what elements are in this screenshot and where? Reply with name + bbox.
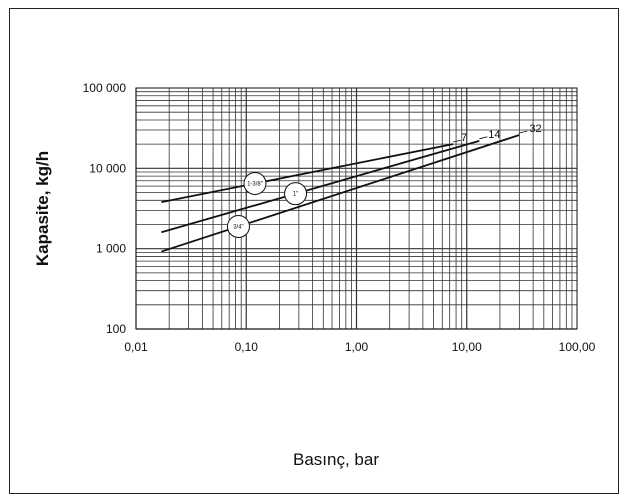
- y-axis-title: Kapasite, kg/h: [33, 151, 52, 266]
- series-leader: [479, 136, 488, 140]
- pipe-size-bubble: [226, 214, 250, 238]
- series-leader: [452, 139, 462, 143]
- y-tick-label: 1 000: [96, 242, 126, 256]
- chart: 0,01 0,10 1,00 10,00 100,00 100 1 000 10 000 100…: [33, 81, 596, 469]
- y-tick-label: 10 000: [89, 161, 126, 175]
- x-tick-label: 100,00: [559, 340, 596, 354]
- series-label: 32: [529, 123, 541, 135]
- x-tick-label: 1,00: [345, 340, 369, 354]
- pipe-size-label: 1": [293, 192, 298, 198]
- series-label: 14: [488, 129, 500, 141]
- series-line: [161, 134, 520, 253]
- tick-labels: 0,01 0,10 1,00 10,00 100,00 100 1 000 10 000 100…: [83, 81, 596, 354]
- series-label: 7: [461, 132, 467, 144]
- series: 7 1-3/8" 14 1" 32 3/4": [161, 123, 542, 253]
- series-line: [161, 139, 480, 234]
- y-tick-label: 100 000: [83, 81, 127, 95]
- y-tick-label: 100: [106, 322, 126, 336]
- grid: [135, 88, 577, 330]
- plot-border: [135, 87, 578, 330]
- series-line: [161, 143, 454, 203]
- series-leader: [519, 130, 528, 134]
- x-tick-label: 0,01: [124, 340, 148, 354]
- pipe-size-label: 1-3/8": [247, 181, 263, 187]
- x-tick-label: 0,10: [235, 340, 259, 354]
- pipe-size-bubble: [284, 182, 308, 206]
- x-axis-title: Basınç, bar: [293, 450, 379, 469]
- x-tick-label: 10,00: [452, 340, 482, 354]
- pipe-size-label: 3/4": [233, 224, 243, 230]
- chart-frame: 0,01 0,10 1,00 10,00 100,00 100 1 000 10 000 100…: [9, 8, 619, 494]
- pipe-size-bubble: [243, 171, 267, 195]
